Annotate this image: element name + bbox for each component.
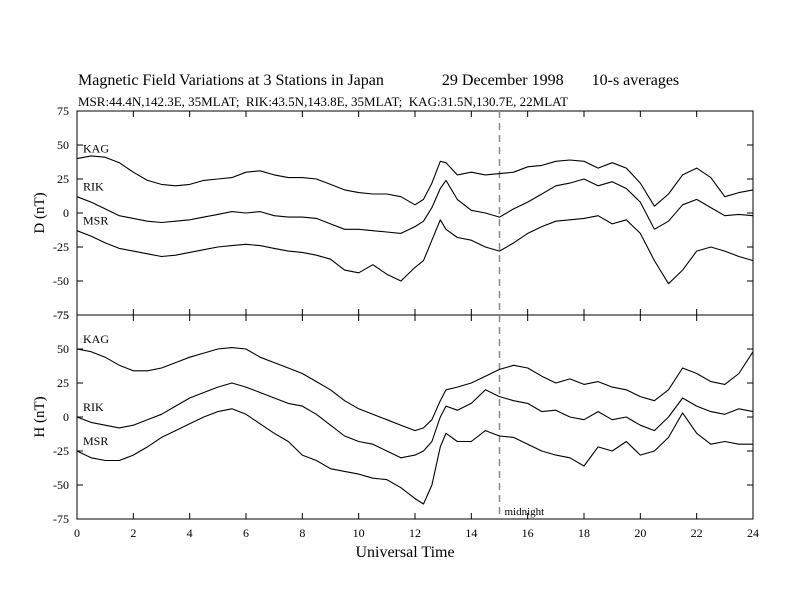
series-line-kag (76, 347, 754, 432)
x-tick-label: 18 (578, 526, 590, 540)
x-tick-label: 24 (747, 526, 759, 540)
series-label-kag: KAG (83, 332, 109, 346)
series-label-msr: MSR (83, 214, 108, 228)
y-axis-label: H (nT) (32, 396, 48, 437)
y-tick-label: 25 (57, 376, 69, 390)
series-line-msr (76, 215, 754, 285)
series-line-rik (76, 178, 754, 234)
x-tick-label: 0 (74, 526, 80, 540)
series-label-kag: KAG (83, 142, 109, 156)
x-tick-label: 22 (691, 526, 703, 540)
title-text: Magnetic Field Variations at 3 Stations … (78, 72, 384, 89)
y-tick-label: -50 (53, 478, 69, 492)
y-tick-label: 0 (63, 206, 69, 220)
x-tick-label: 14 (465, 526, 477, 540)
panel-d: 75 50 25 0 -25 -50 -75 D (nT) KAG RIK MSR (32, 104, 754, 322)
x-tick-label: 4 (187, 526, 193, 540)
series-label-msr: MSR (83, 434, 108, 448)
series-line-kag (76, 155, 754, 207)
x-tick-label: 20 (634, 526, 646, 540)
y-tick-label: 25 (57, 172, 69, 186)
y-tick-label: -75 (53, 308, 69, 322)
plot-frame (76, 110, 754, 316)
x-tick-label: 8 (299, 526, 305, 540)
plot-frame (76, 314, 754, 520)
x-tick-label: 16 (522, 526, 534, 540)
y-tick-label: -25 (53, 444, 69, 458)
stations-line: MSR:44.4N,142.3E, 35MLAT; RIK:43.5N,143.… (78, 94, 569, 109)
y-tick-label: 75 (57, 104, 69, 118)
x-tick-label: 10 (353, 526, 365, 540)
title-averaging: 10-s averages (591, 72, 680, 89)
chart-title: Magnetic Field Variations at 3 Stations … (78, 72, 679, 90)
y-tick-label: 50 (57, 138, 69, 152)
title-date: 29 December 1998 (441, 72, 564, 89)
x-tick-label: 2 (130, 526, 136, 540)
y-tick-label: -50 (53, 274, 69, 288)
y-axis-label: D (nT) (32, 192, 48, 233)
series-label-rik: RIK (83, 180, 104, 194)
y-tick-label: -75 (53, 512, 69, 526)
x-tick-label: 12 (409, 526, 421, 540)
series-label-rik: RIK (83, 400, 104, 414)
x-tick-label: 6 (243, 526, 249, 540)
series-line-msr (76, 408, 753, 505)
y-tick-label: 50 (57, 342, 69, 356)
x-axis-label: Universal Time (355, 544, 454, 561)
series-line-rik (76, 382, 754, 459)
midnight-label: midnight (505, 506, 545, 518)
y-tick-label: -25 (53, 240, 69, 254)
y-tick-label: 0 (63, 410, 69, 424)
y-tick-label: 75 (57, 308, 69, 322)
